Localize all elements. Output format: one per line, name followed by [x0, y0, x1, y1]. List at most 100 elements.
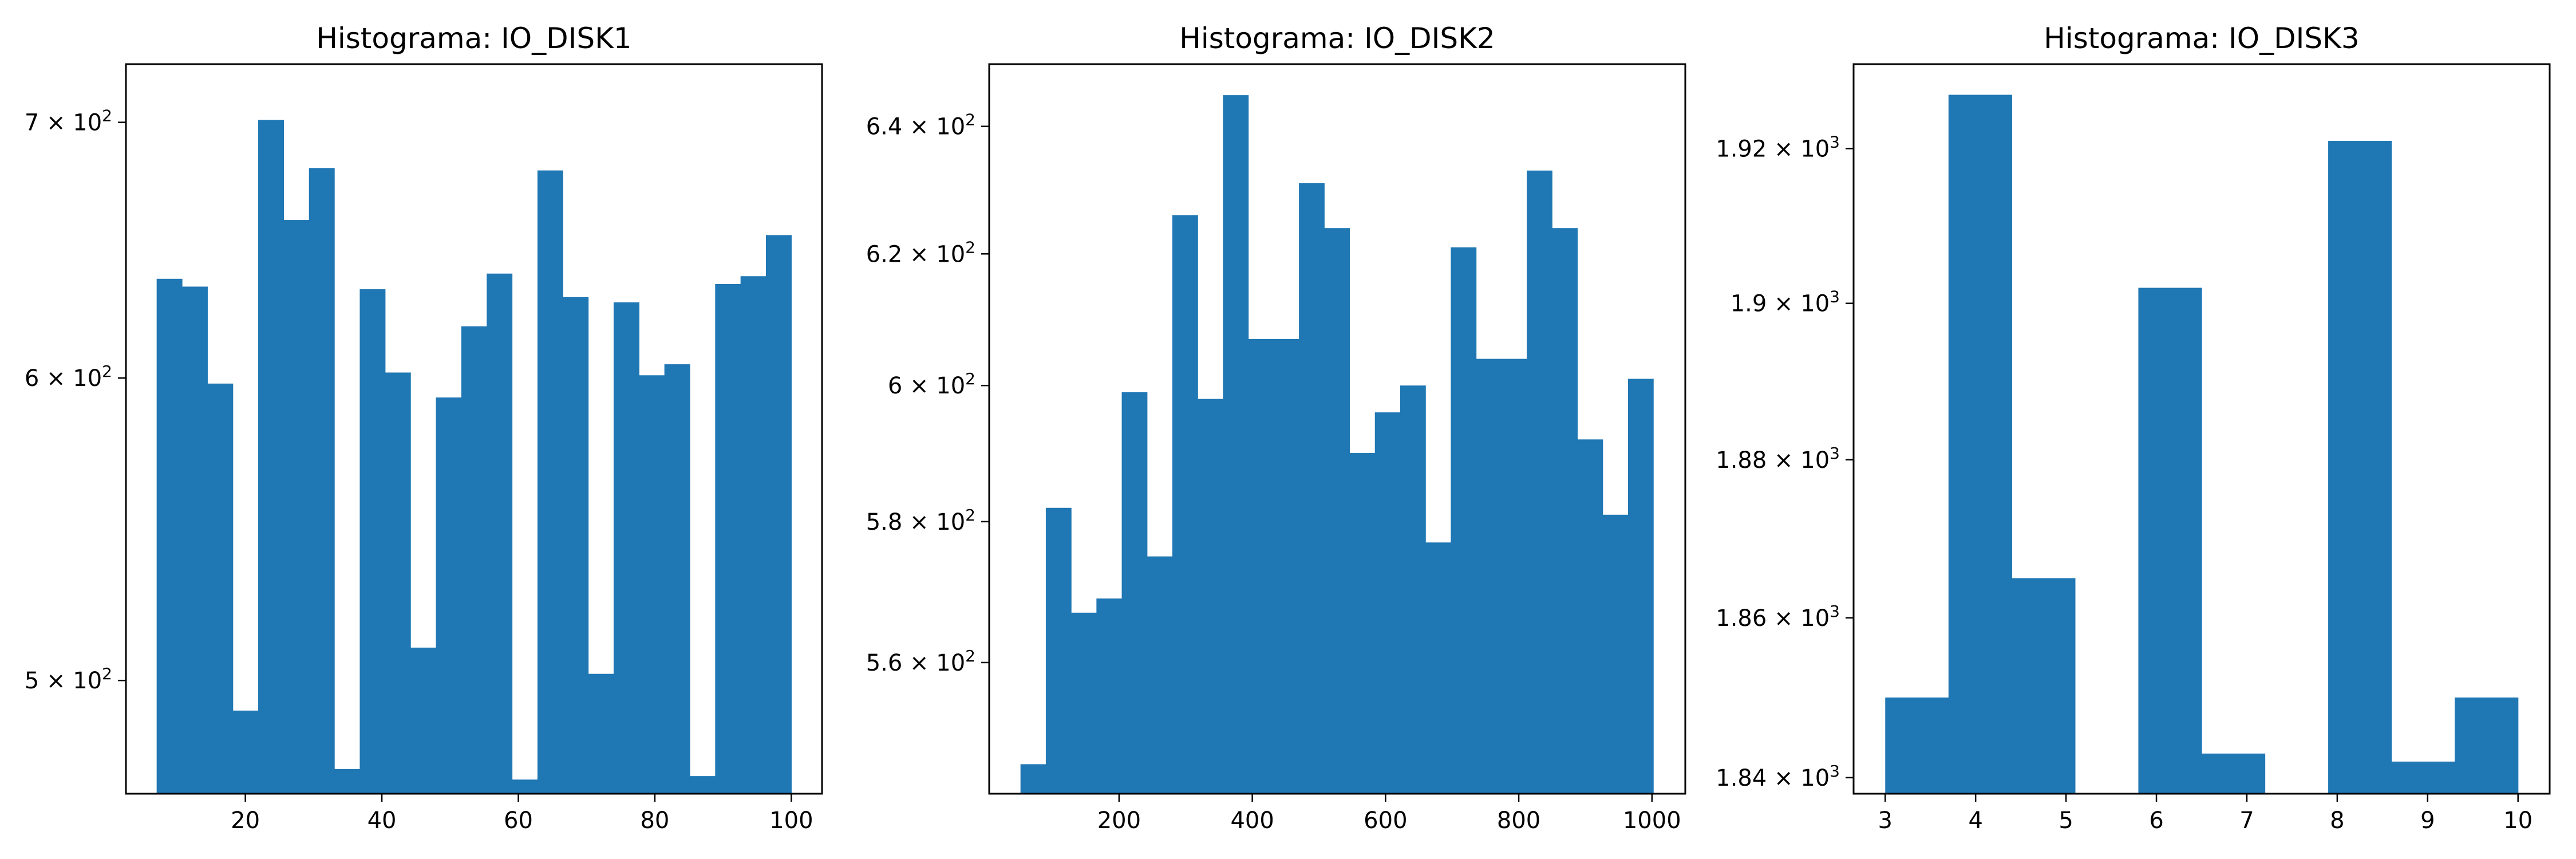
plot-frame-io-disk3	[1852, 63, 2551, 795]
histogram-bar	[410, 647, 437, 794]
histogram-bar	[766, 235, 792, 794]
histogram-bar	[258, 120, 284, 794]
y-tick-label: 6.2 × 102	[866, 238, 975, 267]
histogram-bar	[1299, 183, 1325, 794]
histogram-bars-io-disk2	[1020, 95, 1654, 794]
histogram-bar	[2012, 578, 2076, 794]
y-tick-label: 1.88 × 103	[1716, 444, 1840, 474]
x-tick-label: 7	[2239, 807, 2254, 834]
histogram-bar	[613, 302, 639, 794]
subplot-title-io-disk2: Histograma: IO_DISK2	[1179, 22, 1495, 55]
histogram-bar	[436, 397, 462, 794]
histogram-bar	[537, 170, 563, 794]
y-tick-label: 1.86 × 103	[1716, 602, 1840, 632]
histogram-bar	[1527, 170, 1552, 794]
histogram-bar	[1071, 612, 1097, 794]
y-axis-ticks-io-disk2: 5.6 × 102 5.8 × 102 6 × 102 6.2 × 102 6.4 × …	[866, 111, 989, 676]
histogram-bar	[1885, 698, 1949, 794]
histogram-bar	[1198, 399, 1224, 794]
y-tick-label: 6.4 × 102	[866, 111, 975, 140]
histogram-bar	[689, 776, 716, 794]
histogram-bar	[2455, 698, 2519, 794]
histogram-bar	[334, 769, 361, 794]
histogram-bar	[512, 779, 538, 794]
histogram-bar	[664, 364, 690, 794]
histogram-bar	[2202, 753, 2266, 794]
histogram-bar	[1400, 385, 1426, 794]
histogram-bar	[1552, 228, 1578, 794]
y-tick-label: 1.92 × 103	[1716, 132, 1840, 162]
histogram-bar	[232, 710, 259, 794]
histogram-bar	[1045, 507, 1072, 794]
x-tick-label: 1000	[1623, 807, 1681, 834]
subplot-io-disk1: Histograma: IO_DISK1 20 40 60 80 100 5 × 102…	[25, 22, 823, 834]
histogram-bars-io-disk3	[1885, 94, 2519, 794]
x-tick-label: 100	[769, 807, 813, 834]
histogram-bar	[1349, 453, 1376, 794]
histogram-bar	[1948, 94, 2012, 794]
x-tick-label: 200	[1097, 807, 1141, 834]
histogram-bar	[1425, 542, 1451, 794]
y-axis-ticks-io-disk3: 1.84 × 103 1.86 × 103 1.88 × 103 1.9 × 103 1…	[1716, 132, 1854, 791]
x-tick-label: 60	[504, 807, 533, 834]
histogram-bar	[1501, 358, 1527, 794]
y-tick-label: 5.6 × 102	[866, 647, 975, 676]
y-tick-label: 5 × 102	[25, 664, 112, 694]
histogram-bar	[740, 276, 767, 794]
subplot-io-disk2: Histograma: IO_DISK2 200 400 600 800 1000 5.…	[866, 22, 1686, 834]
y-tick-label: 1.84 × 103	[1716, 762, 1840, 791]
histogram-bar	[1577, 439, 1603, 794]
plot-frame-io-disk1	[125, 63, 823, 795]
histogram-bar	[1451, 247, 1477, 794]
x-tick-label: 10	[2503, 807, 2532, 834]
x-tick-label: 8	[2330, 807, 2344, 834]
histogram-bar	[461, 326, 487, 794]
histogram-bar	[563, 297, 589, 794]
subplot-title-io-disk1: Histograma: IO_DISK1	[316, 22, 631, 55]
histogram-bar	[182, 286, 208, 794]
x-tick-label: 9	[2420, 807, 2435, 834]
histogram-bar	[1476, 358, 1502, 794]
x-tick-label: 600	[1364, 807, 1407, 834]
x-axis-ticks-io-disk3: 3 4 5 6 7 8 9 10	[1878, 794, 2532, 834]
x-tick-label: 800	[1497, 807, 1540, 834]
histogram-bar	[487, 273, 513, 794]
histogram-bar	[309, 168, 335, 794]
x-tick-label: 4	[1968, 807, 1982, 834]
histogram-bar	[588, 673, 614, 794]
x-tick-label: 5	[2059, 807, 2073, 834]
histogram-bar	[1020, 764, 1046, 794]
plot-frame-io-disk2	[988, 63, 1686, 795]
subplot-title-io-disk3: Histograma: IO_DISK3	[2044, 22, 2359, 55]
histogram-bar	[207, 383, 234, 794]
x-tick-label: 20	[231, 807, 260, 834]
histogram-bar	[1248, 338, 1274, 794]
histogram-bar	[1273, 338, 1299, 794]
histogram-bar	[1374, 412, 1401, 794]
x-tick-label: 40	[368, 807, 397, 834]
y-tick-label: 7 × 102	[25, 107, 112, 136]
histogram-bar	[1602, 514, 1629, 794]
histogram-bar	[1223, 95, 1249, 794]
histogram-bars-io-disk1	[156, 120, 792, 794]
histogram-bar	[385, 372, 411, 794]
histogram-bar	[1172, 215, 1198, 794]
histogram-bar	[283, 220, 310, 794]
y-tick-label: 6 × 102	[25, 362, 112, 392]
histogram-bar	[1096, 598, 1123, 794]
histogram-bar	[2328, 141, 2392, 794]
x-tick-label: 6	[2149, 807, 2163, 834]
x-axis-ticks-io-disk2: 200 400 600 800 1000	[1097, 794, 1681, 834]
y-tick-label: 6 × 102	[888, 369, 975, 399]
subplot-io-disk3: Histograma: IO_DISK3 3 4 5 6 7 8 9 10 1.84 × 10…	[1716, 22, 2551, 834]
histogram-bar	[156, 278, 183, 794]
x-tick-label: 400	[1230, 807, 1274, 834]
y-tick-label: 1.9 × 103	[1730, 287, 1840, 317]
x-axis-ticks-io-disk1: 20 40 60 80 100	[231, 794, 813, 834]
histogram-bar	[1147, 556, 1173, 794]
histogram-bar	[1324, 228, 1350, 794]
histogram-bar	[715, 283, 741, 794]
histogram-bar	[1121, 392, 1148, 794]
y-tick-label: 5.8 × 102	[866, 506, 975, 535]
